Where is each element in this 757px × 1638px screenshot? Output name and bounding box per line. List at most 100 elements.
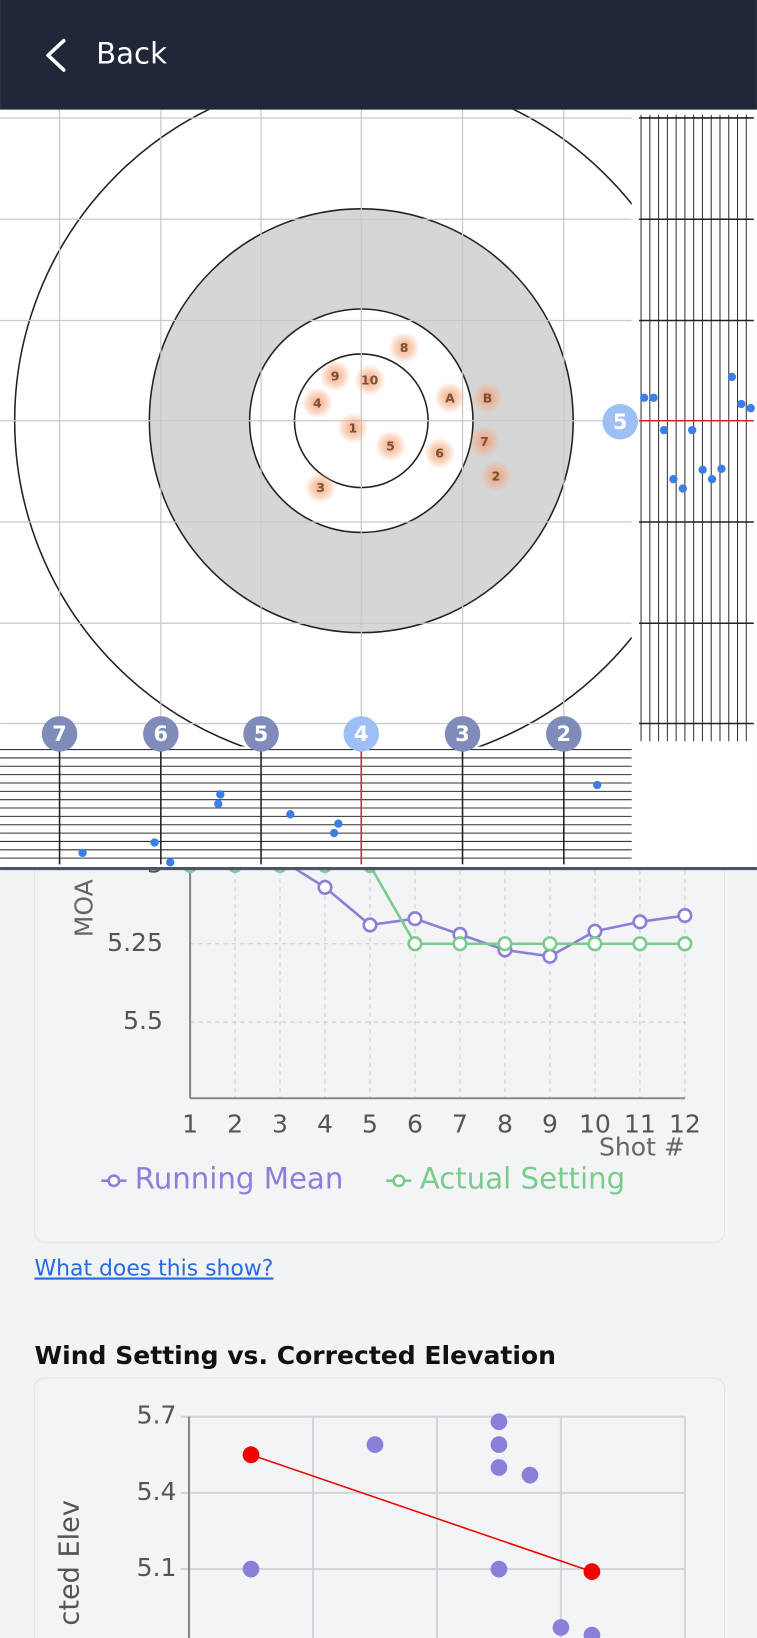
help-link[interactable]: What does this show?	[35, 1256, 274, 1281]
point	[542, 948, 558, 964]
shot-halo	[304, 471, 337, 504]
back-button[interactable]: Back	[46, 36, 167, 72]
shot-label: 8	[400, 340, 409, 355]
impact-dot	[678, 484, 687, 493]
back-label[interactable]: Back	[96, 36, 167, 70]
point	[366, 1436, 384, 1453]
header-bar	[0, 0, 757, 110]
impact-dot	[216, 790, 225, 799]
back-icon	[46, 38, 66, 72]
point	[583, 1626, 601, 1638]
point	[583, 1563, 601, 1580]
x-tick-label: 11	[624, 1109, 656, 1138]
impact-dot	[649, 393, 658, 402]
shot-label: 5	[386, 438, 395, 453]
point	[490, 1459, 508, 1476]
point	[632, 936, 648, 952]
wind-strip: 7 6 5 4 3 2	[0, 716, 632, 867]
x-tick-label: 4	[317, 1109, 333, 1138]
legend-label: Running Mean	[135, 1162, 344, 1196]
shot-halo	[423, 437, 456, 469]
shot-label: 2	[492, 469, 501, 484]
scatter-chart: Wind Setting vs. Corrected Elevation 5.1 5…	[35, 1341, 686, 1638]
shot-label: 6	[435, 446, 444, 461]
point	[407, 911, 423, 927]
x-tick-label: 8	[497, 1109, 513, 1138]
legend-label: Actual Setting	[420, 1162, 625, 1196]
y-tick-label: 5.7	[137, 1401, 177, 1430]
impact-dot	[669, 475, 678, 484]
elevation-strip: 5	[602, 114, 755, 742]
impact-dot	[659, 425, 669, 435]
x-tick-label: 2	[227, 1109, 243, 1138]
impact-dot	[150, 838, 159, 847]
x-tick-label: 5	[362, 1109, 378, 1138]
shots: 8 9 10 4 A B 1 5 6 7 2 3	[301, 331, 512, 504]
impact-dot	[707, 475, 717, 484]
point	[242, 1446, 260, 1464]
elevation-marker	[602, 404, 638, 440]
shot-halo	[319, 360, 351, 392]
point	[490, 1413, 508, 1431]
y-axis-label: cted Elev	[55, 1500, 86, 1626]
shot-halo	[374, 430, 407, 462]
impact-dot	[746, 404, 755, 413]
impact-dot	[727, 372, 737, 382]
impact-dot	[334, 819, 343, 828]
impact-dot	[78, 848, 87, 858]
shot-label: 9	[331, 368, 340, 383]
shot-halo	[480, 460, 512, 492]
shot-halo	[337, 412, 369, 444]
wind-marker-label: 7	[52, 722, 67, 746]
impact-dot	[593, 780, 602, 790]
shot-label: 10	[361, 373, 379, 388]
shot-halo	[471, 382, 504, 414]
impact-dot	[640, 393, 649, 402]
y-tick-label: 5.4	[137, 1477, 177, 1506]
wind-marker	[444, 716, 481, 752]
y-tick-label: 5.1	[137, 1553, 177, 1582]
shot-halo	[388, 331, 420, 364]
impact-dot	[214, 799, 223, 809]
wind-marker-label: 4	[354, 722, 369, 746]
target-overlay: 8 9 10 4 A B 1 5 6 7 2 3 5 7 6 5 4 3 2	[0, 109, 757, 871]
elevation-marker-label: 5	[613, 410, 628, 434]
x-tick-label: 12	[669, 1109, 701, 1138]
target-grid	[0, 109, 632, 747]
point	[521, 1466, 539, 1484]
y-tick-label: 5.5	[123, 1006, 163, 1035]
point	[587, 923, 603, 939]
impact-dot	[737, 399, 746, 409]
wind-marker	[243, 716, 279, 752]
wind-marker	[546, 716, 582, 752]
shot-label: 1	[349, 421, 358, 436]
impact-dot	[166, 858, 175, 867]
point	[552, 1619, 570, 1636]
wind-marker	[41, 716, 78, 752]
wind-marker-label: 6	[154, 722, 169, 746]
x-axis-label: Shot #	[599, 1132, 685, 1161]
shot-label: 4	[313, 396, 322, 411]
wind-marker	[343, 716, 380, 752]
point	[587, 936, 603, 952]
x-tick-label: 10	[579, 1109, 611, 1138]
impact-dot	[698, 465, 707, 474]
shot-halo	[434, 382, 466, 414]
shot-halo	[301, 387, 334, 419]
shot-halo	[468, 425, 501, 458]
chart-title: Wind Setting vs. Corrected Elevation	[35, 1341, 556, 1370]
x-tick-label: 1	[182, 1109, 198, 1138]
shot-label: 7	[480, 434, 489, 449]
wind-marker	[143, 716, 179, 752]
y-axis-label: MOA	[70, 879, 99, 937]
impact-dot	[688, 425, 697, 435]
point	[632, 914, 648, 930]
impact-dot	[329, 828, 339, 838]
point	[490, 1560, 508, 1578]
shot-halo	[353, 364, 386, 396]
point	[452, 936, 468, 952]
point	[317, 879, 333, 895]
target: 8 9 10 4 A B 1 5 6 7 2 3	[0, 109, 632, 747]
